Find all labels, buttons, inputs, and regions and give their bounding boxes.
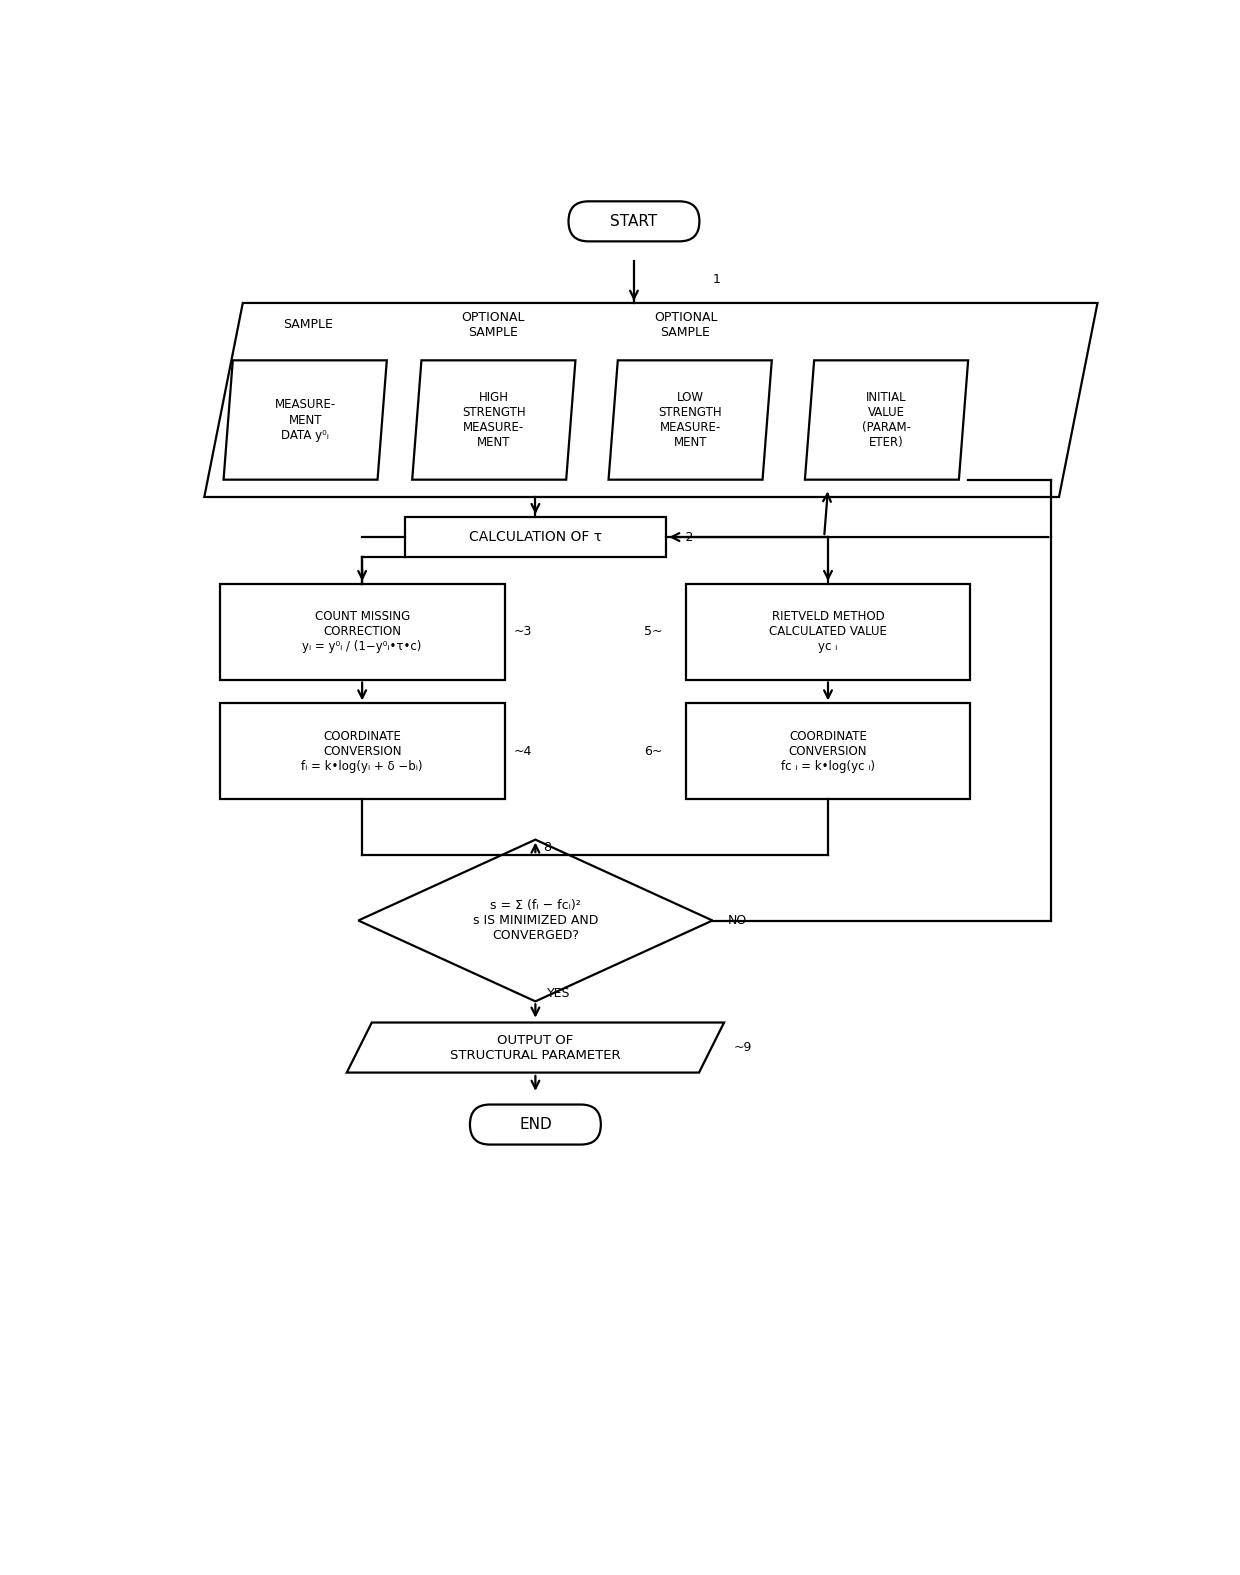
Bar [686, 584, 971, 680]
Text: COORDINATE
CONVERSION
fᴄ ᵢ = k•log(yᴄ ᵢ): COORDINATE CONVERSION fᴄ ᵢ = k•log(yᴄ ᵢ) [781, 729, 875, 773]
Text: INITIAL
VALUE
(PARAM-
ETER): INITIAL VALUE (PARAM- ETER) [862, 391, 911, 449]
Text: ~4: ~4 [513, 745, 532, 758]
Polygon shape [223, 361, 387, 480]
Text: NO: NO [728, 913, 748, 928]
Text: HIGH
STRENGTH
MEASURE-
MENT: HIGH STRENGTH MEASURE- MENT [463, 391, 526, 449]
Polygon shape [358, 839, 713, 1002]
Text: START: START [610, 214, 657, 228]
Polygon shape [805, 361, 968, 480]
Text: ~2: ~2 [676, 531, 694, 543]
Text: YES: YES [547, 988, 570, 1000]
Text: OPTIONAL
SAMPLE: OPTIONAL SAMPLE [461, 310, 525, 339]
Text: 8: 8 [543, 841, 551, 854]
Text: RIETVELD METHOD
CALCULATED VALUE
yᴄ ᵢ: RIETVELD METHOD CALCULATED VALUE yᴄ ᵢ [769, 610, 887, 654]
Text: ~3: ~3 [513, 625, 532, 638]
Polygon shape [609, 361, 771, 480]
Text: 1: 1 [713, 274, 720, 287]
Bar [219, 584, 505, 680]
Text: END: END [520, 1117, 552, 1132]
FancyBboxPatch shape [568, 202, 699, 241]
Text: 6~: 6~ [644, 745, 662, 758]
Text: ~9: ~9 [733, 1041, 751, 1054]
Polygon shape [412, 361, 575, 480]
Text: OUTPUT OF
STRUCTURAL PARAMETER: OUTPUT OF STRUCTURAL PARAMETER [450, 1033, 621, 1062]
Text: CALCULATION OF τ: CALCULATION OF τ [469, 531, 601, 543]
FancyBboxPatch shape [470, 1104, 601, 1145]
Polygon shape [205, 302, 1097, 498]
Text: MEASURE-
MENT
DATA y⁰ᵢ: MEASURE- MENT DATA y⁰ᵢ [274, 398, 336, 441]
Text: COORDINATE
CONVERSION
fᵢ = k•log(yᵢ + δ −bᵢ): COORDINATE CONVERSION fᵢ = k•log(yᵢ + δ … [301, 729, 423, 773]
Polygon shape [347, 1022, 724, 1073]
Text: SAMPLE: SAMPLE [283, 318, 334, 331]
Text: COUNT MISSING
CORRECTION
yᵢ = y⁰ᵢ / (1−y⁰ᵢ•τ•c): COUNT MISSING CORRECTION yᵢ = y⁰ᵢ / (1−y… [303, 610, 422, 654]
Bar [219, 702, 505, 799]
Text: s = Σ (fᵢ − fᴄᵢ)²
s IS MINIMIZED AND
CONVERGED?: s = Σ (fᵢ − fᴄᵢ)² s IS MINIMIZED AND CON… [472, 899, 598, 942]
Text: 5~: 5~ [644, 625, 662, 638]
Bar [686, 702, 971, 799]
Text: LOW
STRENGTH
MEASURE-
MENT: LOW STRENGTH MEASURE- MENT [658, 391, 722, 449]
Bar [404, 517, 666, 558]
Text: OPTIONAL
SAMPLE: OPTIONAL SAMPLE [653, 310, 717, 339]
